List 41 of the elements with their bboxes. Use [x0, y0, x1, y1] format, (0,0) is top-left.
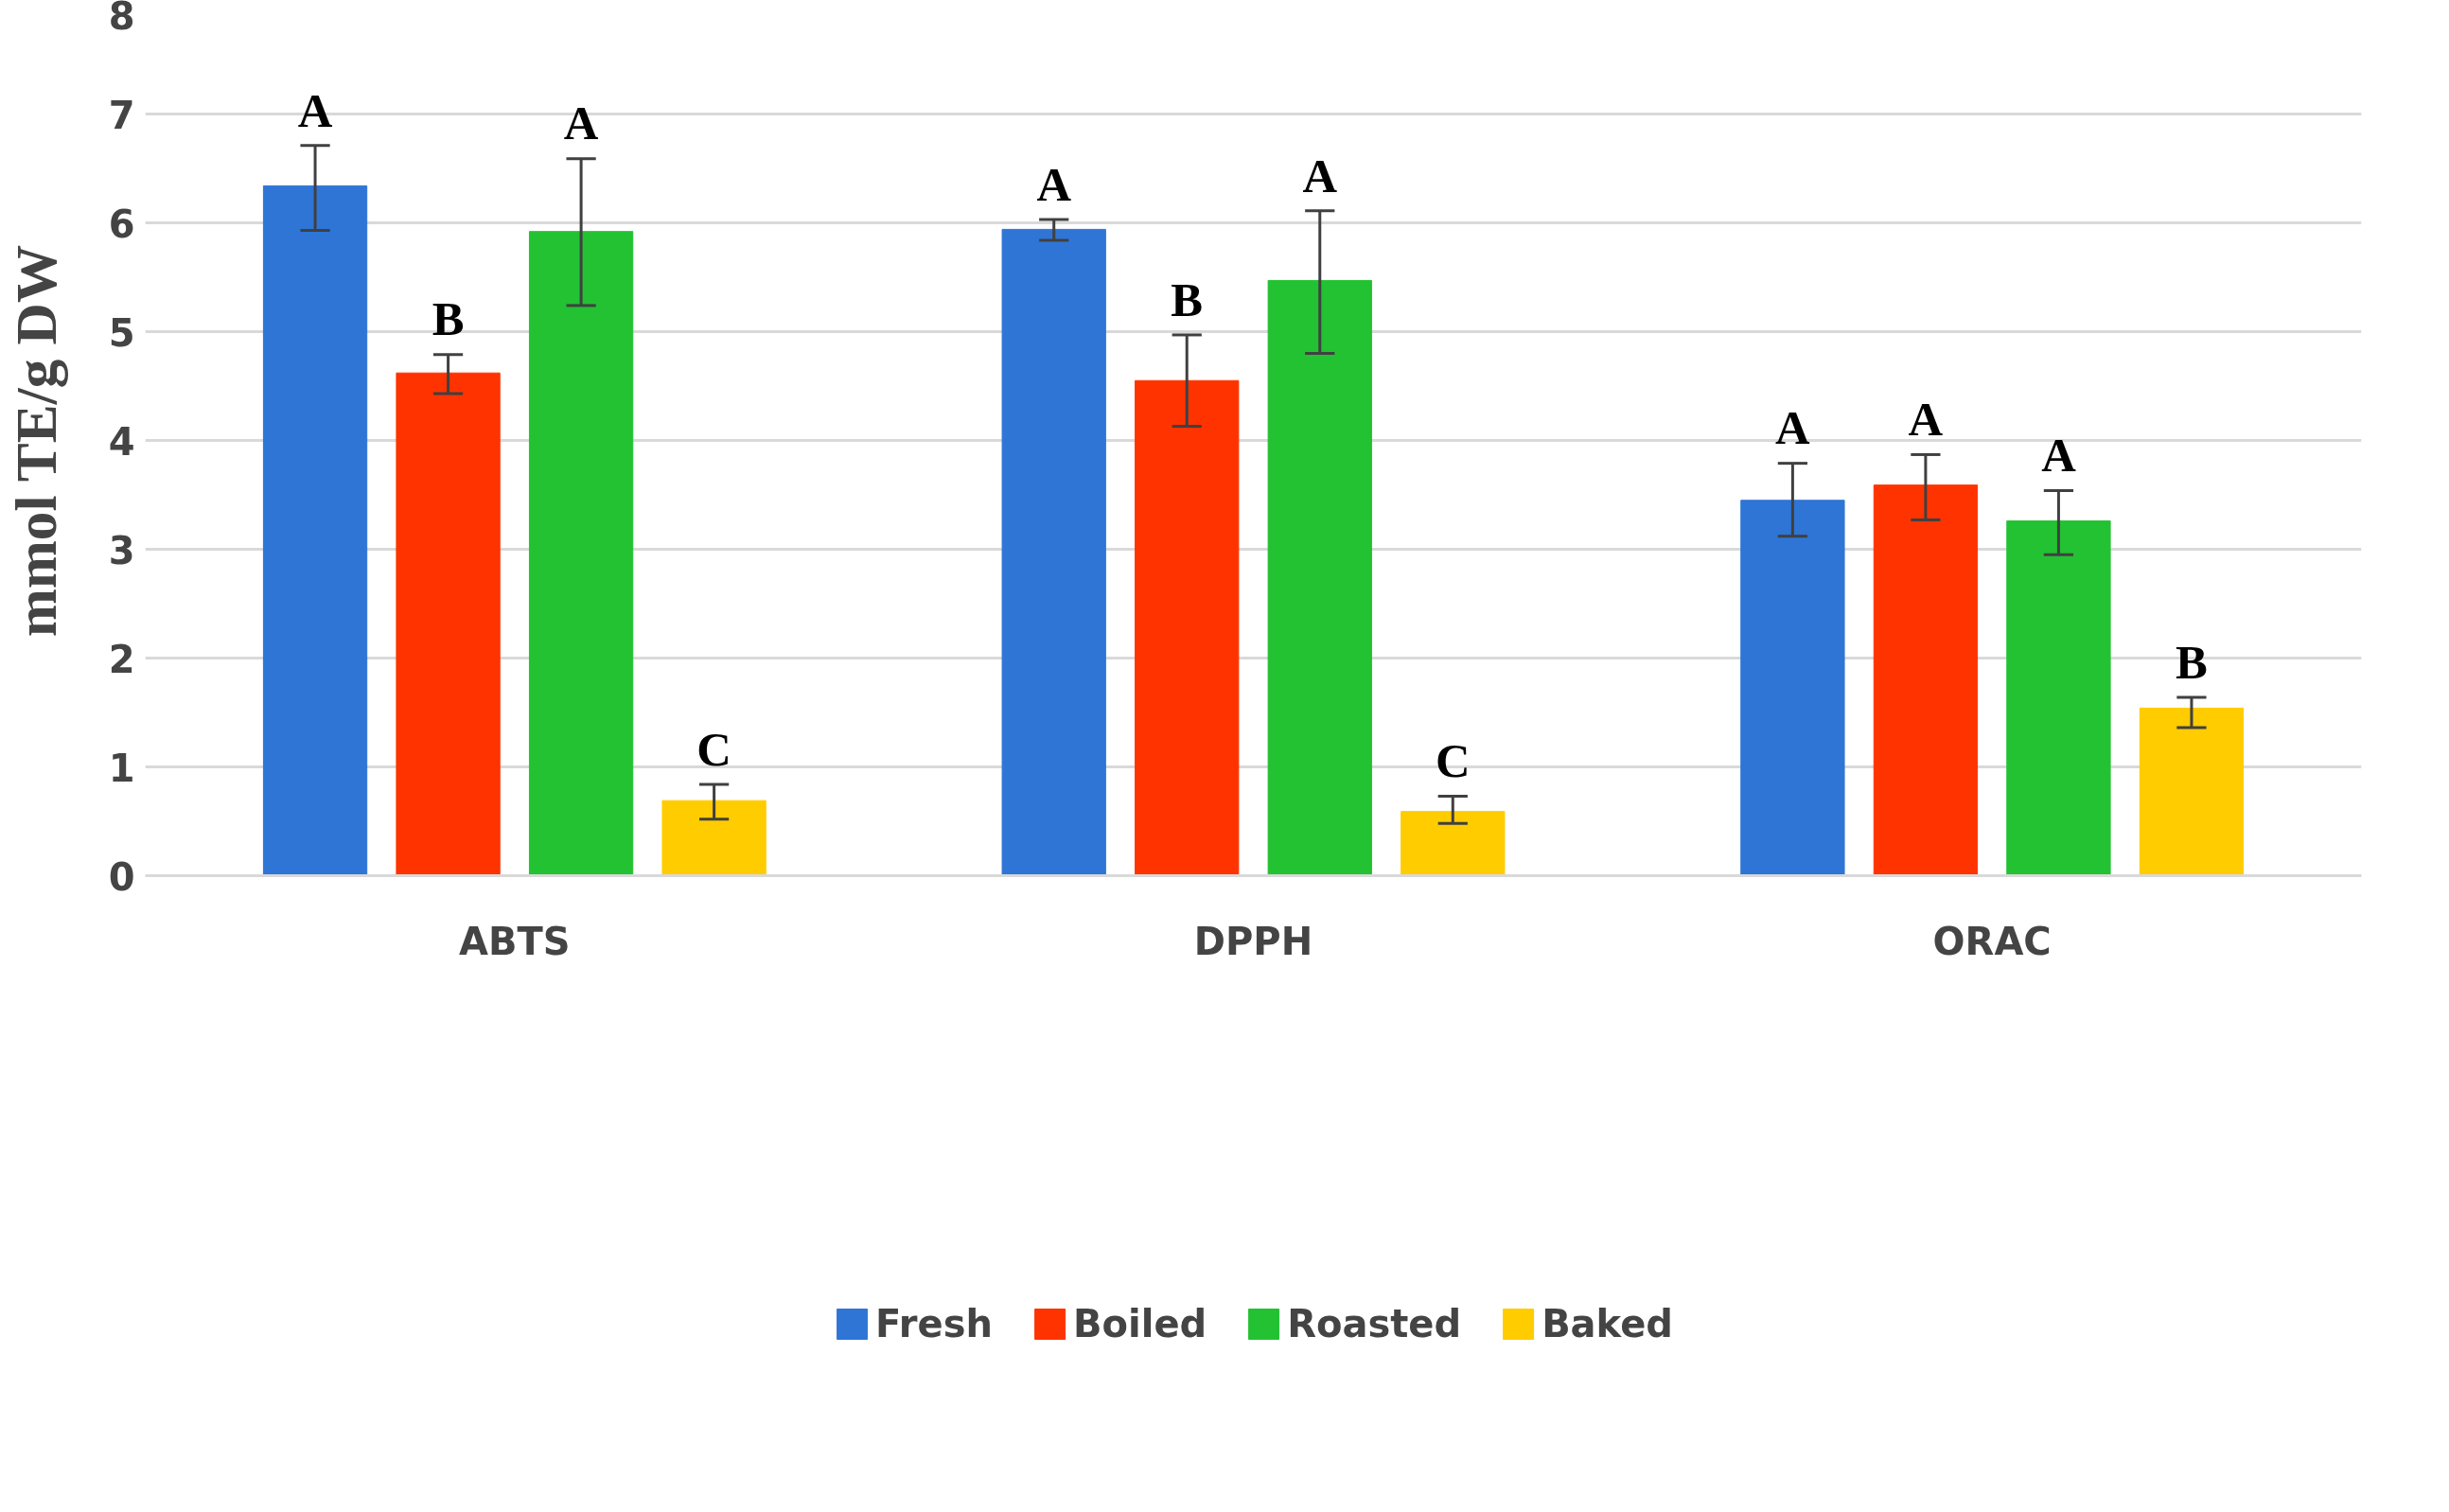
bar [396, 372, 501, 876]
y-tick-label: 3 [108, 528, 135, 572]
legend-label: Baked [1542, 1301, 1673, 1345]
y-tick-label: 4 [108, 419, 135, 464]
data-label: A [1036, 157, 1072, 211]
data-label: C [696, 722, 731, 776]
bar [1873, 484, 1979, 876]
bar [1267, 279, 1372, 876]
y-tick-label: 1 [108, 746, 135, 790]
data-label: A [297, 83, 333, 137]
bar [1740, 500, 1845, 876]
legend-label: Boiled [1073, 1301, 1207, 1345]
bar [1401, 811, 1506, 876]
data-label: A [1908, 393, 1944, 447]
y-tick-label: 0 [108, 854, 135, 899]
bar [262, 185, 368, 876]
data-label: A [1302, 149, 1338, 202]
bar [661, 800, 766, 876]
bar [528, 231, 634, 876]
y-tick-label: 6 [108, 202, 135, 246]
x-tick-label: ORAC [1932, 919, 2052, 963]
data-label: B [2176, 635, 2208, 689]
y-tick-label: 2 [108, 637, 135, 681]
data-label: C [1435, 734, 1471, 788]
data-label: B [1171, 273, 1204, 326]
data-label: B [432, 292, 465, 346]
bar [1001, 228, 1106, 876]
bar [2139, 707, 2245, 876]
y-axis-title: mmol TE/g DW [3, 244, 68, 638]
y-tick-label: 7 [108, 93, 135, 137]
data-label: A [2041, 429, 2077, 483]
bar [1135, 379, 1240, 876]
x-tick-label: ABTS [459, 919, 571, 963]
y-tick-label: 5 [108, 310, 135, 355]
legend-label: Fresh [875, 1301, 993, 1345]
bar [2006, 520, 2111, 876]
x-tick-label: DPPH [1193, 919, 1313, 963]
data-label: A [563, 97, 599, 150]
legend-label: Roasted [1287, 1301, 1462, 1345]
data-label: A [1775, 401, 1811, 455]
y-tick-label: 8 [108, 0, 135, 38]
